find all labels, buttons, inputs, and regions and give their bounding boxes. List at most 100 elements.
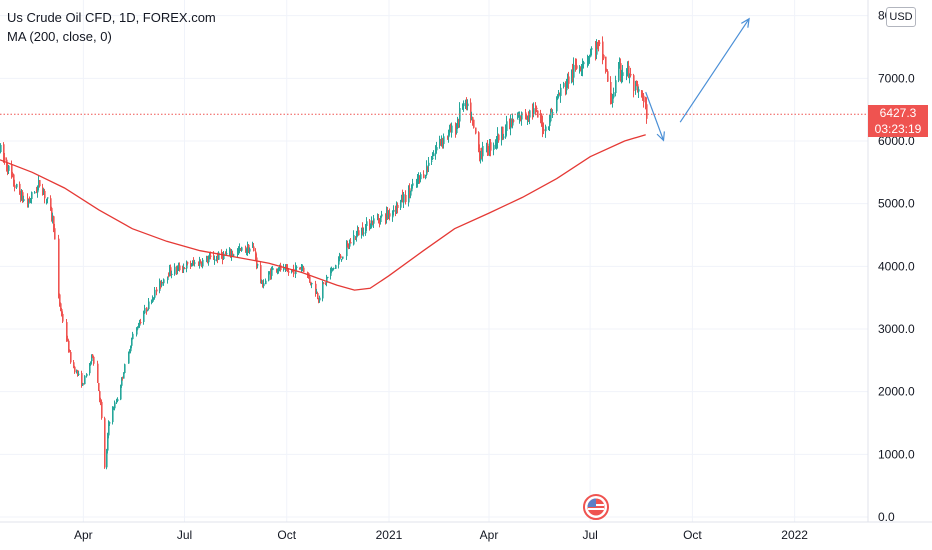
candle-body	[559, 93, 561, 95]
candle-body	[393, 209, 395, 212]
indicator-label[interactable]: MA (200, close, 0)	[7, 29, 112, 44]
price-tick-label: 0.0	[878, 510, 895, 524]
candle-body	[100, 399, 102, 403]
candle-body	[90, 361, 92, 366]
candle-body	[27, 198, 29, 205]
candle-body	[108, 423, 110, 436]
candle-body	[457, 122, 459, 128]
candle-body	[533, 108, 535, 115]
candle-body	[618, 64, 620, 81]
candle-body	[208, 258, 210, 263]
candle-body	[301, 267, 303, 270]
candle-body	[611, 99, 613, 102]
candle-body	[335, 265, 337, 269]
candle-body	[73, 362, 75, 368]
candle-body	[419, 177, 421, 179]
candle-body	[147, 309, 149, 311]
candle-body	[428, 162, 430, 166]
candle-body	[4, 157, 6, 161]
candle-body	[114, 402, 116, 409]
candle-body	[572, 70, 574, 77]
candle-body	[536, 107, 538, 110]
candle-body	[535, 108, 537, 110]
candle-body	[91, 354, 93, 362]
candle-body	[291, 269, 293, 273]
candle-body	[350, 242, 352, 244]
us-flag-icon[interactable]	[583, 494, 609, 520]
candle-body	[455, 125, 457, 135]
candle-body	[602, 41, 604, 57]
candle-body	[36, 190, 38, 193]
candle-body	[245, 246, 247, 253]
candle-body	[104, 418, 106, 468]
candle-body	[411, 187, 413, 192]
candle-body	[51, 207, 53, 219]
candle-body	[300, 268, 302, 270]
candle-body	[587, 60, 589, 64]
candle-body	[86, 373, 88, 377]
candle-body	[509, 119, 511, 127]
candle-body	[183, 267, 185, 270]
candle-body	[397, 204, 399, 208]
candle-body	[209, 255, 211, 259]
candle-body	[136, 327, 138, 335]
candle-body	[53, 216, 55, 228]
candle-body	[498, 134, 500, 141]
candle-body	[527, 117, 529, 119]
candle-body	[122, 377, 124, 379]
candle-body	[542, 122, 544, 131]
candle-body	[513, 120, 515, 122]
time-tick-label: Jul	[177, 528, 192, 542]
annotation-arrow-line	[679, 18, 750, 123]
price-tick-label: 4000.0	[878, 259, 915, 273]
candle-body	[472, 117, 474, 121]
candle-body	[412, 183, 414, 186]
candle-body	[486, 143, 488, 148]
candle-body	[184, 268, 186, 270]
price-axis-panel[interactable]	[868, 0, 932, 522]
candle-body	[645, 101, 647, 103]
candle-body	[619, 64, 621, 66]
candle-body	[526, 116, 528, 118]
candle-body	[143, 313, 145, 322]
candle-body	[217, 256, 219, 260]
candle-body	[178, 265, 180, 267]
candle-body	[67, 338, 69, 341]
drawing-annotations[interactable]	[645, 17, 750, 142]
candle-body	[117, 399, 119, 401]
candle-body	[556, 98, 558, 112]
candle-body	[488, 151, 490, 154]
candle-body	[171, 273, 173, 275]
bar-countdown: 03:23:19	[874, 122, 922, 137]
candle-body	[229, 249, 231, 253]
candle-body	[140, 322, 142, 324]
candle-body	[560, 87, 562, 96]
candle-body	[154, 289, 156, 298]
currency-button[interactable]: USD	[886, 7, 916, 27]
candle-body	[365, 225, 367, 234]
candle-body	[366, 221, 368, 226]
candle-body	[497, 133, 499, 143]
candle-body	[322, 283, 324, 299]
candle-body	[78, 373, 80, 375]
candle-body	[636, 83, 638, 86]
candle-body	[610, 82, 612, 99]
candle-body	[641, 90, 643, 97]
symbol-title[interactable]: Us Crude Oil CFD, 1D, FOREX.com	[7, 10, 216, 25]
candle-body	[84, 375, 86, 385]
candle-body	[396, 203, 398, 214]
candle-body	[458, 120, 460, 122]
candle-body	[358, 230, 360, 236]
candle-body	[318, 298, 320, 302]
candle-body	[416, 182, 418, 184]
candle-body	[257, 264, 259, 266]
candle-body	[338, 259, 340, 265]
candle-body	[347, 243, 349, 245]
candle-body	[435, 149, 437, 155]
candle-body	[38, 180, 40, 186]
candle-body	[615, 80, 617, 94]
candle-body	[83, 383, 85, 385]
candle-body	[316, 292, 318, 294]
candle-body	[161, 282, 163, 286]
